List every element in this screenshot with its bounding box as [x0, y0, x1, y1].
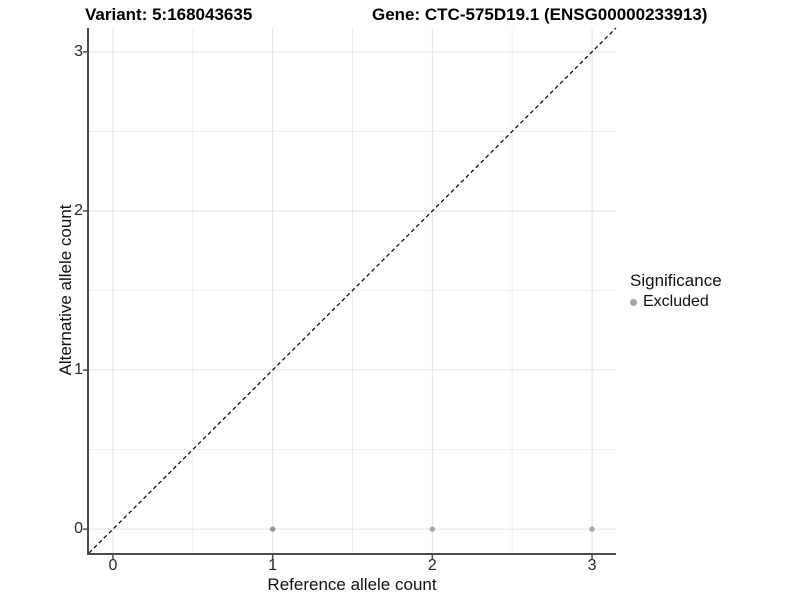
legend: Significance Excluded	[630, 271, 722, 311]
y-tick-label: 3	[74, 42, 83, 60]
legend-point-icon	[630, 298, 637, 306]
y-tick-label: 2	[74, 201, 83, 219]
data-point	[429, 526, 436, 532]
data-point	[269, 526, 276, 532]
x-axis-title: Reference allele count	[267, 575, 437, 594]
x-tick-label: 0	[108, 557, 118, 574]
legend-item-label: Excluded	[643, 293, 709, 310]
x-tick-label: 2	[427, 557, 437, 574]
gene-title: Gene: CTC-575D19.1 (ENSG00000233913)	[372, 5, 708, 24]
x-tick-label: 3	[587, 557, 597, 574]
legend-title: Significance	[630, 271, 722, 290]
x-tick-label: 1	[268, 557, 278, 574]
y-tick-label: 0	[74, 520, 83, 538]
legend-items: Excluded	[630, 293, 722, 311]
y-axis-title: Alternative allele count	[56, 204, 75, 376]
y-tick-label: 1	[74, 361, 83, 379]
variant-title: Variant: 5:168043635	[85, 5, 253, 24]
identity-reference-line	[88, 27, 617, 554]
data-point	[589, 526, 595, 532]
legend-item: Excluded	[630, 293, 722, 311]
